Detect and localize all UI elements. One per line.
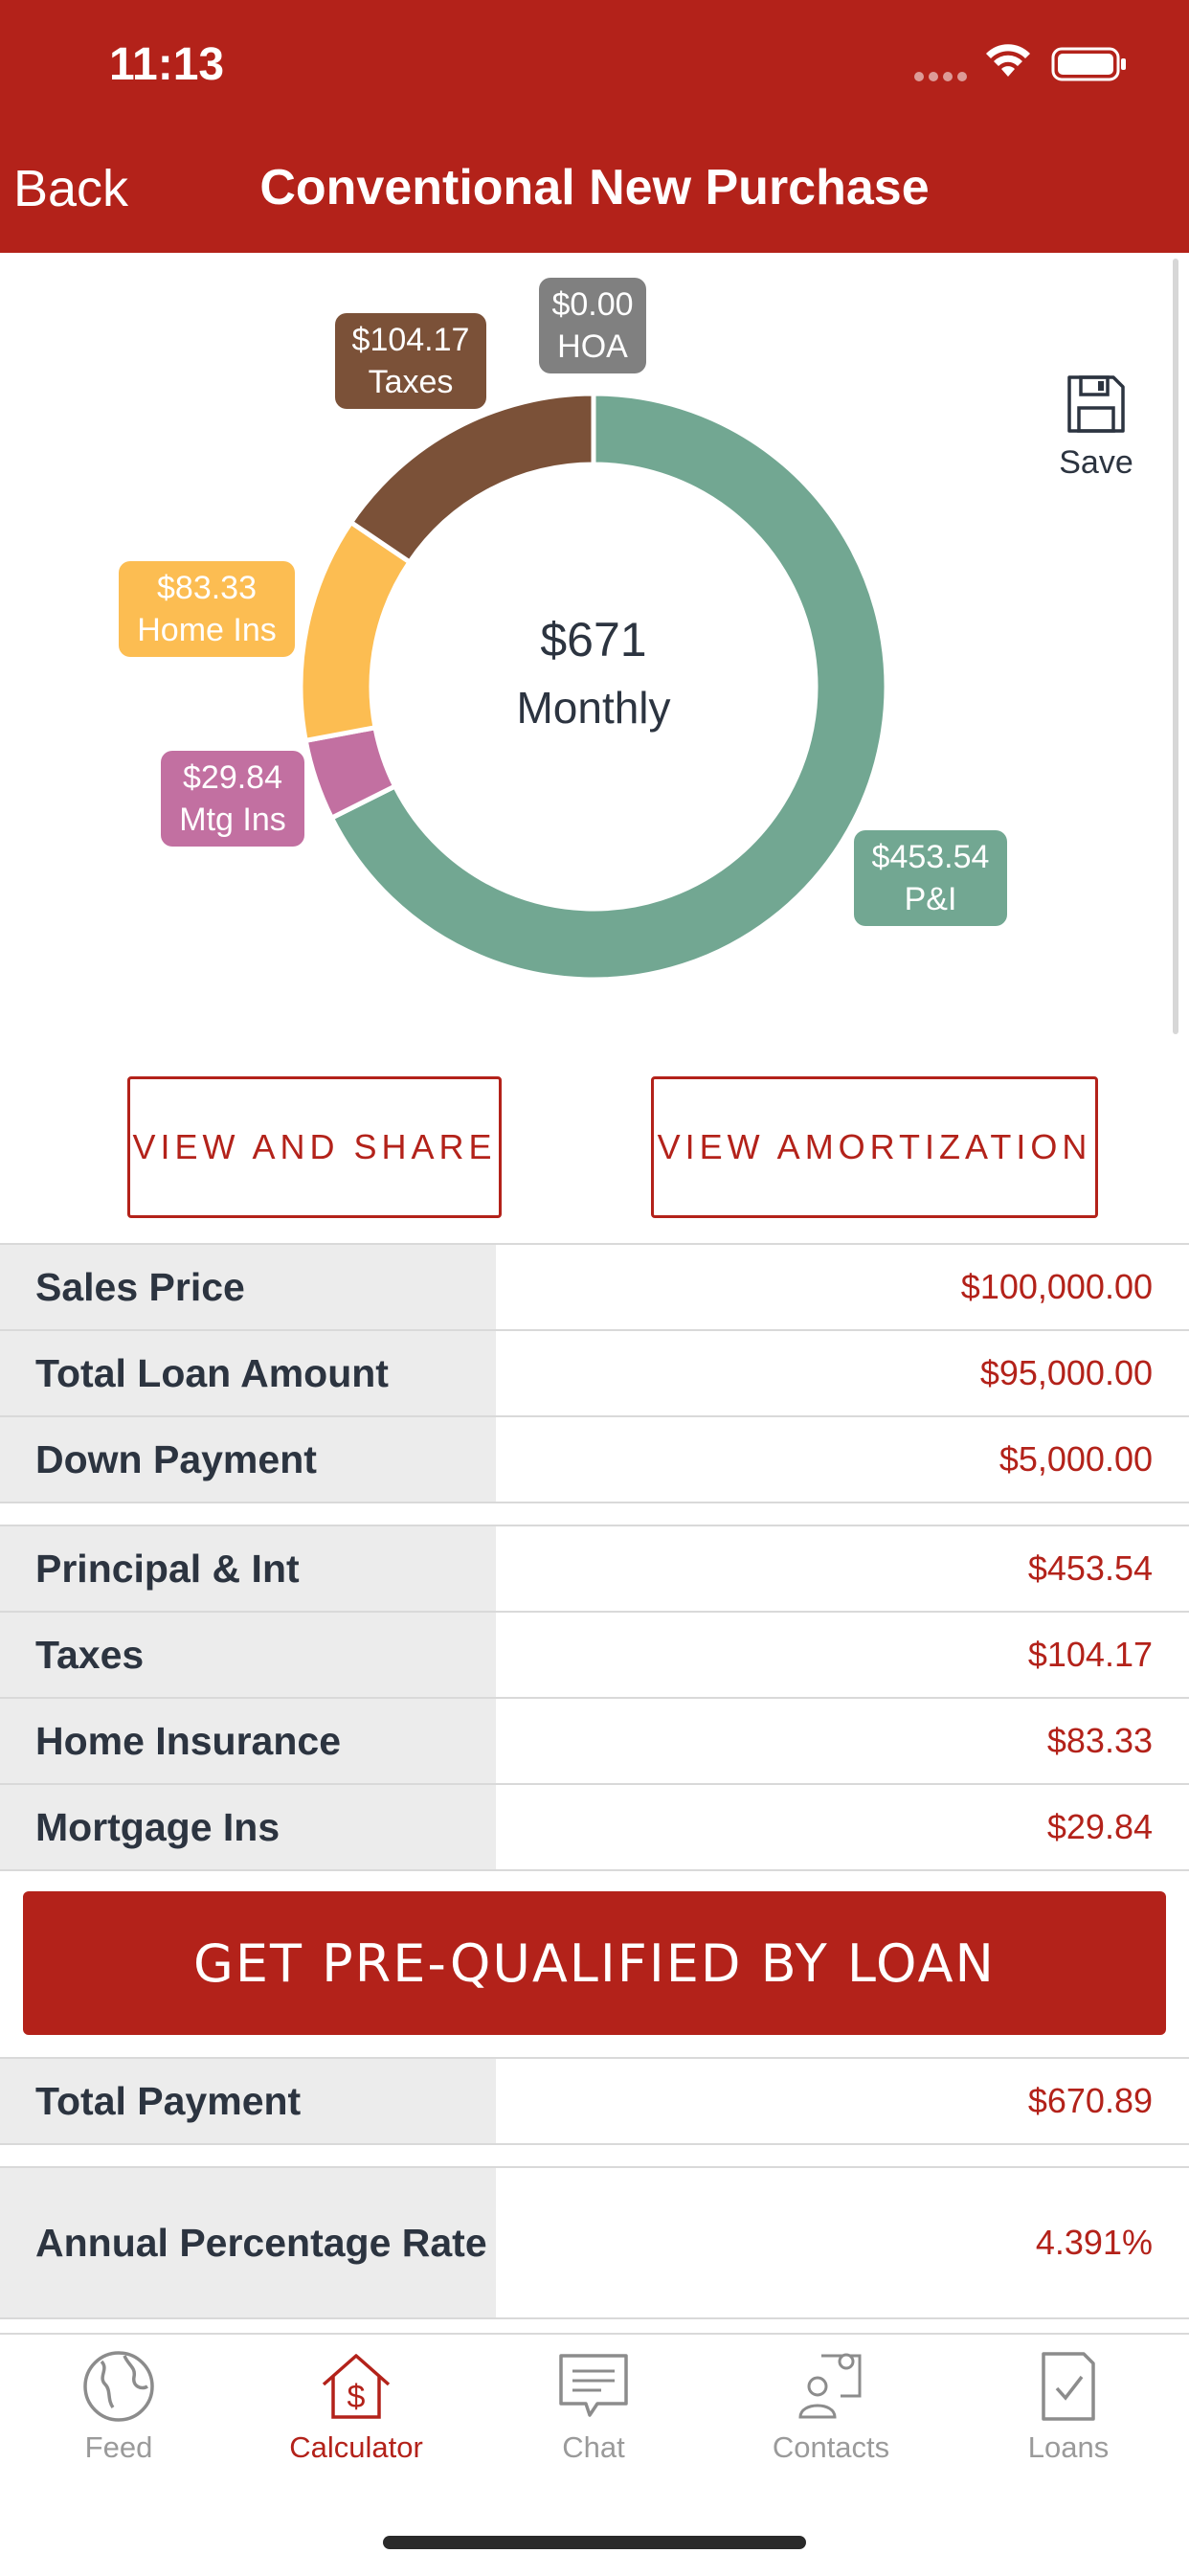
chat-icon [559,2354,628,2417]
row-label: Principal & Int [0,1526,496,1611]
battery-icon [1051,47,1126,81]
tab-label: Loans [1027,2430,1110,2464]
donut-slice-home-ins [298,518,414,744]
tab-contacts[interactable]: Contacts [712,2348,950,2465]
tab-label: Feed [84,2430,153,2464]
home-ins-label: $83.33 Home Ins [119,561,295,657]
row-value: $83.33 [1046,1721,1153,1760]
row-label: Total Payment [0,2059,496,2143]
table-row: Annual Percentage Rate 4.391% [0,2168,1189,2319]
get-pre-qualified-button[interactable]: GET PRE-QUALIFIED BY LOAN [23,1891,1166,2035]
row-value: $100,000.00 [960,1267,1153,1306]
table-row: Home Insurance $83.33 [0,1699,1189,1785]
document-check-icon [1042,2352,1095,2421]
table-row: Total Payment $670.89 [0,2059,1189,2145]
pi-amount: $453.54 [871,839,990,875]
tab-feed[interactable]: Feed [0,2348,237,2465]
mtg-ins-label: $29.84 Mtg Ins [161,751,304,847]
view-amortization-button[interactable]: VIEW AMORTIZATION [651,1076,1098,1218]
tab-calculator[interactable]: $ Calculator [237,2348,475,2465]
svg-text:$: $ [348,2379,366,2415]
home-ins-name: Home Ins [137,612,277,648]
app-header: 11:13 Back Conventional New Purchase [0,0,1189,253]
scroll-indicator [1173,259,1178,1034]
status-time: 11:13 [109,39,225,90]
taxes-amount: $104.17 [351,322,470,358]
tab-label: Calculator [289,2430,423,2464]
tab-loans[interactable]: Loans [950,2348,1187,2465]
row-value: 4.391% [1035,2223,1153,2262]
save-label: Save [1059,444,1133,481]
row-value: $670.89 [1027,2081,1153,2120]
payment-breakdown-table: Principal & Int $453.54 Taxes $104.17 Ho… [0,1525,1189,1871]
row-value: $453.54 [1027,1548,1153,1588]
row-label: Mortgage Ins [0,1785,496,1869]
row-value: $104.17 [1027,1635,1153,1674]
row-value: $95,000.00 [979,1353,1153,1392]
loan-summary-table: Sales Price $100,000.00 Total Loan Amoun… [0,1243,1189,1503]
row-value: $29.84 [1046,1807,1153,1846]
row-label: Sales Price [0,1245,496,1329]
calculator-house-icon: $ [322,2354,391,2419]
pi-label: $453.54 P&I [854,830,1007,926]
contacts-icon [798,2353,862,2419]
table-row: Sales Price $100,000.00 [0,1245,1189,1331]
tab-chat[interactable]: Chat [475,2348,712,2465]
donut-slice-p-i [328,391,889,983]
row-label: Home Insurance [0,1699,496,1783]
wifi-icon [986,44,1030,77]
row-label: Annual Percentage Rate [0,2168,496,2317]
hoa-label: $0.00 HOA [539,278,646,373]
home-ins-amount: $83.33 [157,570,257,606]
row-label: Total Loan Amount [0,1331,496,1415]
taxes-name: Taxes [368,364,454,400]
signal-icon [914,69,972,86]
apr-table: Annual Percentage Rate 4.391% [0,2166,1189,2319]
page-title: Conventional New Purchase [259,160,930,215]
monthly-label: Monthly [516,683,671,733]
table-row: Mortgage Ins $29.84 [0,1785,1189,1871]
monthly-total: $671 [540,613,647,667]
tab-bar: Feed $ Calculator Chat Contacts [0,2333,1189,2576]
globe-icon [83,2351,154,2422]
save-button[interactable]: Save [1043,373,1149,498]
view-and-share-button[interactable]: VIEW AND SHARE [127,1076,502,1218]
tab-label: Chat [562,2430,625,2464]
table-row: Taxes $104.17 [0,1613,1189,1699]
floppy-disk-icon [1067,375,1125,433]
tab-label: Contacts [772,2430,890,2464]
pi-name: P&I [904,881,957,917]
donut-slice-taxes [348,391,596,566]
total-payment-table: Total Payment $670.89 [0,2057,1189,2145]
donut-chart [298,391,889,983]
taxes-label: $104.17 Taxes [335,313,486,409]
payment-breakdown-chart: $0.00 HOA $104.17 Taxes $83.33 Home Ins … [0,253,1189,1019]
table-row: Principal & Int $453.54 [0,1526,1189,1613]
row-label: Taxes [0,1613,496,1697]
hoa-name: HOA [557,328,628,365]
hoa-amount: $0.00 [551,286,634,323]
mtg-ins-name: Mtg Ins [179,802,286,838]
table-row: Down Payment $5,000.00 [0,1417,1189,1503]
table-row: Total Loan Amount $95,000.00 [0,1331,1189,1417]
back-button[interactable]: Back [13,160,129,217]
row-value: $5,000.00 [998,1439,1153,1479]
row-label: Down Payment [0,1417,496,1502]
mtg-ins-amount: $29.84 [183,759,282,796]
home-indicator [383,2536,806,2549]
